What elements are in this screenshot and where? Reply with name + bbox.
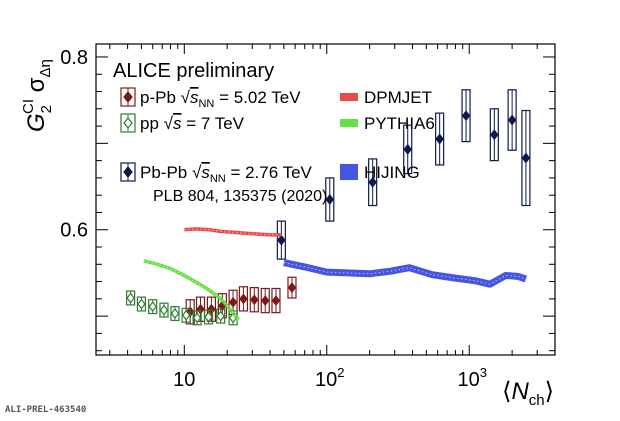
series-4 <box>143 259 240 321</box>
band-line <box>283 259 527 288</box>
band-line <box>143 259 240 321</box>
data-point <box>250 294 259 306</box>
data-point <box>435 133 444 145</box>
legend: ALICE preliminary p-Pb √sNN = 5.02 TeV pp … <box>113 60 435 205</box>
legend-label: Pb-Pb √sNN = 2.76 TeV <box>140 163 313 185</box>
data-point <box>403 143 412 155</box>
legend-band <box>340 119 358 127</box>
legend-band-swatch <box>340 164 358 180</box>
data-point <box>192 312 202 324</box>
legend-diamond <box>123 91 133 103</box>
data-point <box>287 282 297 294</box>
data-point <box>159 304 169 316</box>
band-line-texture <box>283 262 527 285</box>
legend-band <box>340 164 358 180</box>
data-point <box>239 293 248 305</box>
data-point <box>521 152 531 164</box>
y-tick-label: 0.6 <box>60 220 88 242</box>
data-point <box>507 114 517 126</box>
legend-title: ALICE preliminary <box>113 60 274 82</box>
data-point <box>148 301 157 313</box>
x-axis-title: ⟨Nch⟩ <box>502 378 554 409</box>
legend-diamond <box>123 166 133 178</box>
y-axis: 0.6 0.8 <box>60 47 555 352</box>
data-point <box>126 292 135 304</box>
legend-label: pp √s = 7 TeV <box>140 114 245 133</box>
legend-diamond <box>123 117 133 129</box>
series-2 <box>276 89 531 260</box>
data-point <box>277 234 286 246</box>
legend-label: PYTHIA6 <box>364 114 435 133</box>
data-point <box>170 308 180 320</box>
band-line-texture <box>184 228 282 236</box>
data-point <box>490 129 499 141</box>
legend-marker <box>120 113 136 133</box>
legend-band <box>340 93 358 101</box>
legend-band-swatch <box>340 119 358 127</box>
plot-border <box>95 43 556 356</box>
data-point <box>137 298 146 310</box>
legend-label: DPMJET <box>364 88 432 107</box>
x-tick-label: 103 <box>457 365 486 391</box>
series-3 <box>184 227 282 237</box>
data-point <box>216 310 225 322</box>
legend-reference: PLB 804, 135375 (2020) <box>153 188 327 205</box>
data-point <box>271 295 281 307</box>
x-tick-label: 10 <box>173 369 195 391</box>
legend-marker <box>120 87 136 107</box>
data-point <box>461 110 471 122</box>
x-axis: 10 102 103 <box>109 44 556 391</box>
plot-frame <box>95 43 556 356</box>
data-point <box>260 295 270 307</box>
legend-label: p-Pb √sNN = 5.02 TeV <box>140 88 301 110</box>
legend-marker <box>120 162 136 182</box>
axis-labels: ⟨Nch⟩ G2CI σΔη <box>20 59 554 409</box>
data-point <box>181 309 191 321</box>
legend-label: HIJING <box>364 163 420 182</box>
x-tick-label: 102 <box>315 365 344 391</box>
series-5 <box>283 259 527 288</box>
data-point <box>228 296 238 308</box>
data-point <box>368 176 377 188</box>
series-layer <box>126 89 531 326</box>
data-point <box>207 303 216 315</box>
y-tick-label: 0.8 <box>60 47 88 69</box>
data-point <box>325 194 335 205</box>
data-point <box>204 311 213 323</box>
y-axis-title: G2CI σΔη <box>20 59 55 132</box>
legend-band-swatch <box>340 93 358 101</box>
figure-id-label: ALI-PREL-463540 <box>5 405 87 415</box>
